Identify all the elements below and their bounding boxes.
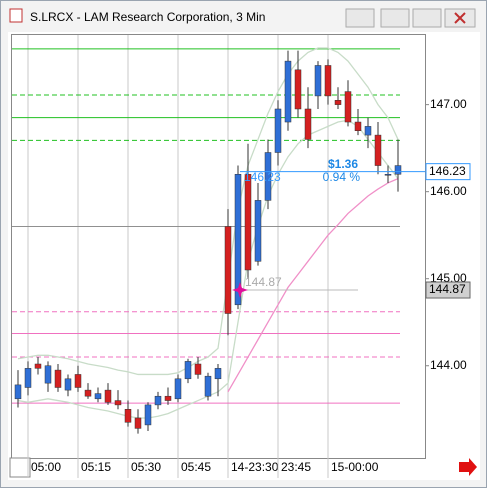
- link-button[interactable]: [345, 8, 375, 28]
- candle-body: [114, 400, 122, 406]
- scroll-arrow[interactable]: [459, 458, 477, 476]
- marker-box: [425, 281, 471, 299]
- candle-body: [264, 152, 272, 201]
- candle-body: [294, 69, 302, 110]
- candle-body: [324, 65, 332, 97]
- marker-axis-label: 144.87: [429, 282, 466, 296]
- candle-body: [104, 389, 112, 403]
- candle-body: [384, 174, 392, 176]
- candle-body: [84, 389, 92, 397]
- maximize-button[interactable]: [412, 8, 442, 28]
- candle-body: [164, 395, 172, 401]
- x-tick-label: 14-23:30: [231, 460, 279, 474]
- last-price-box: [425, 163, 471, 181]
- close-icon: [454, 12, 466, 24]
- x-tick-label: 05:45: [181, 460, 211, 474]
- window-title: S.LRCX - LAM Research Corporation, 3 Min: [30, 10, 265, 24]
- y-tick-label: 144.00: [430, 358, 467, 372]
- change-text: $1.36: [328, 157, 358, 171]
- candle-body: [124, 409, 132, 423]
- x-tick-label: 05:00: [31, 460, 61, 474]
- candle-body: [344, 91, 352, 123]
- candle-body: [14, 384, 22, 400]
- candle-body: [334, 100, 342, 105]
- indicator-line: [17, 47, 399, 376]
- candle-body: [134, 417, 142, 429]
- x-tick-label: 15-00:00: [331, 460, 379, 474]
- candle-body: [354, 121, 362, 131]
- corner-box: [9, 457, 31, 478]
- candle-body: [234, 174, 242, 306]
- x-tick-label: 05:30: [131, 460, 161, 474]
- candle-body: [194, 363, 202, 375]
- candle-body: [244, 174, 252, 271]
- candle-body: [144, 404, 152, 426]
- candle-body: [224, 226, 232, 314]
- y-tick-label: 145.00: [430, 271, 467, 285]
- candle-body: [94, 393, 102, 400]
- candle-body: [54, 369, 62, 388]
- app-icon: [9, 8, 23, 23]
- candle-body: [174, 378, 182, 400]
- candle-body: [374, 134, 382, 166]
- candle-body: [304, 108, 312, 140]
- marker-star: [232, 282, 248, 299]
- y-tick-label: 146.00: [430, 184, 467, 198]
- marker-text: 144.87: [245, 275, 282, 289]
- candle-body: [364, 126, 372, 136]
- candle-body: [34, 363, 42, 369]
- candle-body: [214, 368, 222, 380]
- candle-body: [274, 108, 282, 153]
- candle-body: [64, 378, 72, 391]
- candle-body: [314, 65, 322, 97]
- change-pct-text: 0.94 %: [323, 170, 361, 184]
- y-tick-label: 147.00: [430, 97, 467, 111]
- last-price-axis-label: 146.23: [429, 164, 466, 178]
- candle-body: [254, 200, 262, 262]
- candle-body: [74, 374, 82, 388]
- last-price-text: 146.23: [244, 170, 281, 184]
- x-tick-label: 05:15: [81, 460, 111, 474]
- plot: 05:00 05:15 05:30 05:45 14-23:30 23:45 15-00:0…: [12, 35, 471, 478]
- candle-body: [44, 365, 52, 384]
- candle-body: [394, 165, 402, 175]
- minimize-button[interactable]: [380, 8, 410, 28]
- indicator-line: [227, 178, 399, 393]
- candle-body: [184, 361, 192, 380]
- candle-body: [284, 60, 292, 123]
- candle-body: [154, 395, 162, 406]
- x-tick-label: 23:45: [281, 460, 311, 474]
- candle-body: [204, 375, 212, 397]
- candle-body: [24, 368, 32, 388]
